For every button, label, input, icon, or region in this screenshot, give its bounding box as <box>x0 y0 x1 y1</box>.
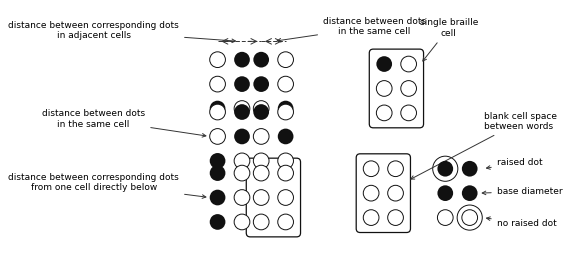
Text: distance between corresponding dots
in adjacent cells: distance between corresponding dots in a… <box>8 21 235 43</box>
Circle shape <box>234 153 250 169</box>
Circle shape <box>278 76 293 92</box>
Circle shape <box>437 185 453 201</box>
Circle shape <box>376 105 392 121</box>
Circle shape <box>253 214 269 230</box>
Circle shape <box>209 101 225 116</box>
Circle shape <box>437 210 453 225</box>
Circle shape <box>234 52 250 68</box>
Circle shape <box>376 81 392 96</box>
Circle shape <box>253 190 269 205</box>
Circle shape <box>278 101 293 116</box>
Circle shape <box>209 104 225 120</box>
Circle shape <box>234 165 250 181</box>
Circle shape <box>253 101 269 116</box>
Circle shape <box>209 52 225 68</box>
Circle shape <box>253 153 269 169</box>
Circle shape <box>253 104 269 120</box>
Circle shape <box>234 104 250 120</box>
Circle shape <box>388 210 404 225</box>
Circle shape <box>253 76 269 92</box>
Circle shape <box>209 190 225 205</box>
Circle shape <box>401 105 417 121</box>
Text: blank cell space
between words: blank cell space between words <box>411 112 557 179</box>
Circle shape <box>234 76 250 92</box>
Circle shape <box>209 165 225 181</box>
Text: distance between corresponding dots
from one cell directly below: distance between corresponding dots from… <box>8 173 206 198</box>
Circle shape <box>253 129 269 144</box>
Circle shape <box>253 165 269 181</box>
Circle shape <box>376 56 392 72</box>
Circle shape <box>363 185 379 201</box>
Text: raised dot: raised dot <box>486 158 542 169</box>
Circle shape <box>462 161 477 176</box>
Circle shape <box>388 161 404 176</box>
Circle shape <box>234 101 250 116</box>
Circle shape <box>209 76 225 92</box>
Circle shape <box>209 153 225 169</box>
Circle shape <box>401 81 417 96</box>
Text: distance between dots
in the same cell: distance between dots in the same cell <box>42 109 206 137</box>
Circle shape <box>437 161 453 176</box>
Circle shape <box>278 153 293 169</box>
Circle shape <box>401 56 417 72</box>
Circle shape <box>388 185 404 201</box>
Text: base diameter: base diameter <box>482 187 562 196</box>
Circle shape <box>234 129 250 144</box>
Circle shape <box>462 185 477 201</box>
Circle shape <box>363 210 379 225</box>
Circle shape <box>462 210 477 225</box>
Circle shape <box>253 52 269 68</box>
Text: no raised dot: no raised dot <box>486 217 556 228</box>
Text: distance between dots
in the same cell: distance between dots in the same cell <box>277 17 426 42</box>
Text: single braille
cell: single braille cell <box>419 19 478 61</box>
Circle shape <box>278 52 293 68</box>
Circle shape <box>234 190 250 205</box>
Circle shape <box>234 214 250 230</box>
Circle shape <box>363 161 379 176</box>
Circle shape <box>209 214 225 230</box>
Circle shape <box>278 190 293 205</box>
Circle shape <box>278 165 293 181</box>
Circle shape <box>278 104 293 120</box>
Circle shape <box>278 129 293 144</box>
Circle shape <box>209 129 225 144</box>
Circle shape <box>278 214 293 230</box>
